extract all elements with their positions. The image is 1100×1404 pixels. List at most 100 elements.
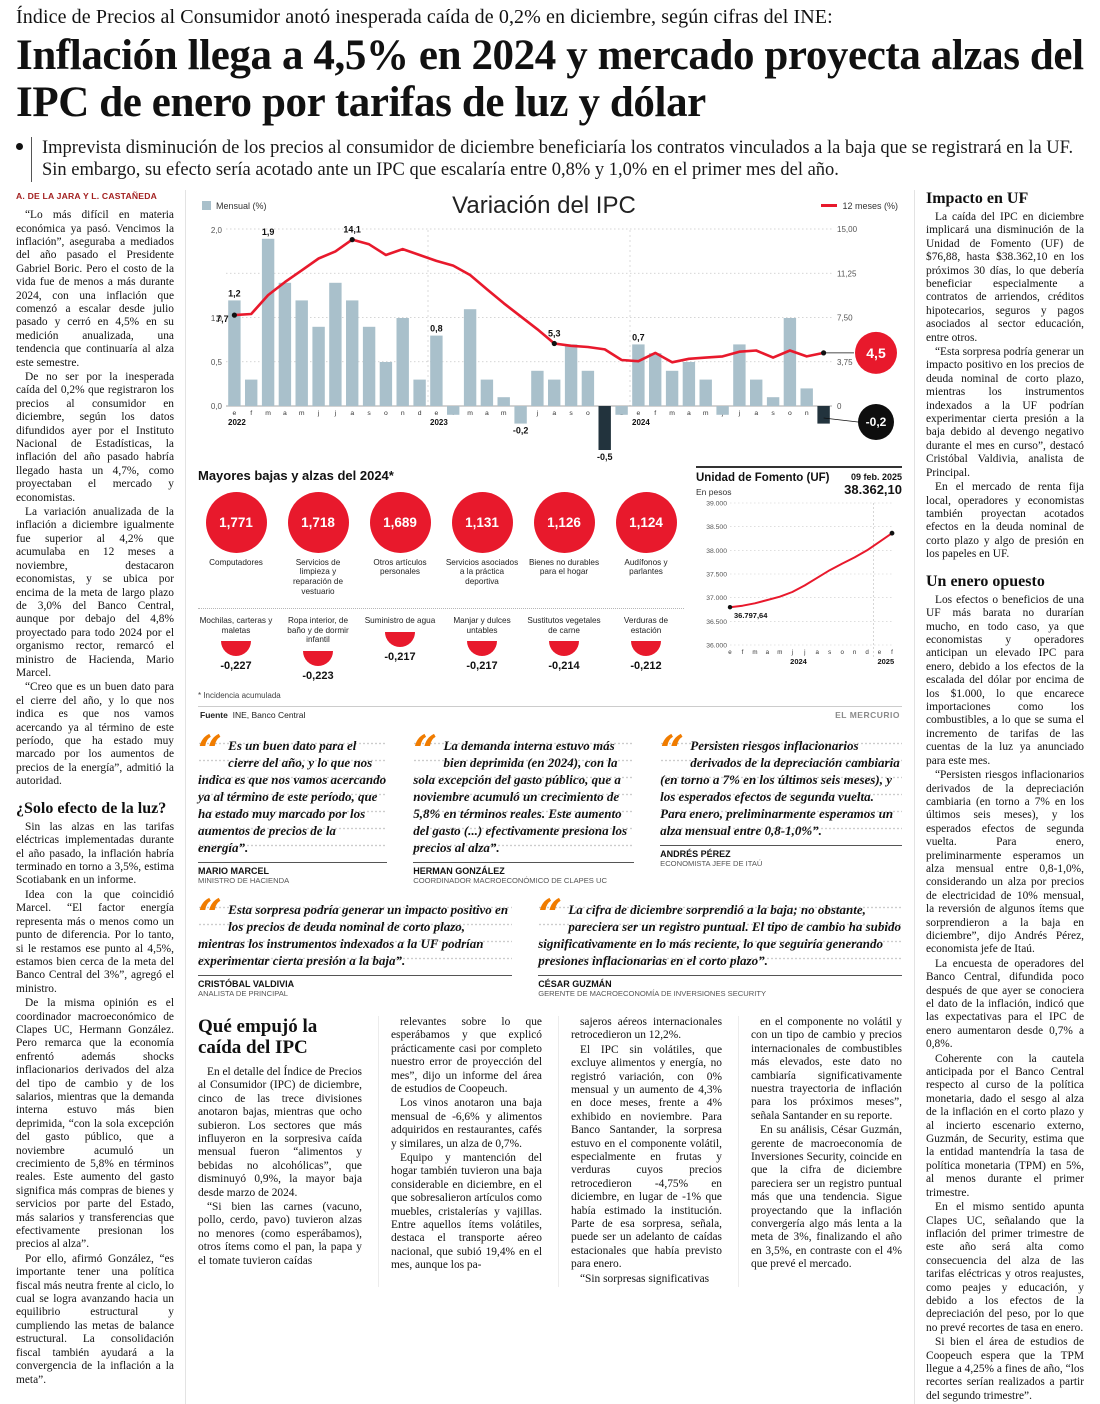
paragraph: De la misma opinión es el coordinador ma… [16, 997, 174, 1251]
paragraph: El IPC sin volátiles, que excluye alimen… [571, 1043, 722, 1271]
paragraph: Los efectos o beneficios de una UF más b… [926, 593, 1084, 767]
baja-item: Suministro de agua -0,217 [362, 616, 438, 682]
bottom-col-1-text: En el detalle del Índice de Precios al C… [198, 1066, 362, 1268]
svg-text:1,2: 1,2 [228, 288, 241, 298]
uf-subtitle: En pesos [696, 486, 732, 497]
source-value: INE, Banco Central [232, 709, 306, 720]
svg-text:j: j [738, 410, 741, 417]
paragraph: En su análisis, César Guzmán, gerente de… [751, 1124, 902, 1271]
svg-text:-0,2: -0,2 [513, 425, 529, 435]
quote-body: La cifra de diciembre sorprendió a la ba… [538, 901, 901, 968]
paragraph: De no ser por la inesperada caída del 0,… [16, 371, 174, 504]
quote-author: ANDRÉS PÉREZ [660, 848, 731, 859]
svg-text:0,8: 0,8 [430, 323, 443, 333]
svg-text:f: f [742, 649, 744, 656]
baja-semicircle-icon [549, 641, 579, 657]
paragraph: Por ello, afirmó González, “es important… [16, 1252, 174, 1386]
quote-author: CÉSAR GUZMÁN [538, 978, 612, 989]
svg-text:n: n [853, 649, 857, 656]
baja-value: -0,223 [302, 669, 334, 682]
baja-semicircle-icon [385, 631, 415, 647]
legend-12meses: 12 meses (%) [821, 201, 898, 211]
svg-text:f: f [250, 410, 252, 417]
baja-item: Mochilas, carteras y maletas -0,227 [198, 616, 274, 682]
paragraph: en el componente no volátil y con un tip… [751, 1015, 902, 1122]
svg-text:s: s [367, 410, 371, 417]
baja-label: Mochilas, carteras y maletas [199, 616, 273, 635]
bottom-col-3: sajeros aéreos internacionales retrocedi… [558, 1015, 722, 1287]
pull-quote-valdivia: “Esta sorpresa podría generar un impacto… [198, 889, 513, 998]
svg-text:n: n [401, 410, 405, 417]
quote-author-role: ANALISTA DE PRINCIPAL [198, 988, 289, 998]
svg-text:39.000: 39.000 [706, 500, 727, 507]
subhead-impacto-uf: Impacto en UF [926, 189, 1029, 207]
quote-separator [198, 974, 513, 976]
svg-text:2025: 2025 [877, 657, 894, 666]
svg-text:0: 0 [837, 402, 842, 411]
svg-text:e: e [435, 410, 439, 417]
baja-value: -0,217 [384, 650, 416, 663]
paragraph: En el mercado de renta fija local, opera… [926, 481, 1084, 561]
alza-item: 1,124 Audífonos y parlantes [608, 491, 684, 596]
paragraph: sajeros aéreos internacionales retrocedi… [571, 1015, 722, 1042]
svg-text:e: e [233, 410, 237, 417]
ipc-chart-header: Mensual (%) Variación del IPC 12 meses (… [198, 190, 902, 220]
svg-text:o: o [384, 410, 388, 417]
bottom-col-1: Qué empujó la caída del IPC En el detall… [198, 1016, 362, 1287]
pull-quote-guzman: “La cifra de diciembre sorprendió a la b… [538, 889, 902, 998]
quote-separator [413, 861, 635, 863]
alza-value-circle: 1,771 [205, 491, 267, 553]
svg-text:o: o [788, 410, 792, 417]
uf-title: Unidad de Fomento (UF) [696, 471, 830, 484]
svg-text:5,3: 5,3 [548, 328, 561, 338]
baja-value: -0,227 [220, 660, 252, 673]
paragraph: Sin las alzas en las tarifas eléctricas … [16, 820, 174, 887]
quote-body: Es un buen dato para el cierre del año, … [198, 737, 387, 855]
quote-icon: “ [198, 889, 223, 939]
alza-item: 1,718 Servicios de limpieza y reparación… [280, 491, 356, 596]
svg-text:14,1: 14,1 [343, 224, 361, 234]
svg-text:m: m [501, 410, 507, 417]
svg-text:j: j [317, 410, 320, 417]
svg-text:o: o [840, 649, 844, 656]
legend-12meses-label: 12 meses (%) [842, 200, 898, 211]
baja-item: Manjar y dulces untables -0,217 [444, 616, 520, 682]
svg-text:d: d [418, 410, 422, 417]
svg-text:1,0: 1,0 [211, 314, 223, 323]
legend-mensual: Mensual (%) [202, 201, 267, 211]
uf-chart-box: Unidad de Fomento (UF) En pesos 09 feb. … [696, 465, 902, 700]
baja-label: Verduras de estación [623, 616, 669, 635]
baja-label: Ropa interior, de baño y de dormir infan… [287, 616, 349, 645]
source-row: Fuente INE, Banco Central EL MERCURIO [198, 705, 902, 723]
alza-value-circle: 1,718 [287, 491, 349, 553]
svg-text:f: f [891, 649, 893, 656]
source: Fuente INE, Banco Central [200, 710, 305, 720]
graphic-bottom: Mayores bajas y alzas del 2024* 1,771 Co… [198, 465, 902, 700]
baja-label: Manjar y dulces untables [453, 616, 511, 635]
kicker: Índice de Precios al Consumidor anotó in… [16, 6, 833, 28]
alza-item: 1,771 Computadores [198, 491, 274, 596]
svg-text:a: a [766, 649, 770, 656]
svg-text:j: j [791, 649, 793, 656]
legend-mensual-label: Mensual (%) [216, 200, 267, 211]
svg-text:1,9: 1,9 [262, 227, 275, 237]
right-paragraphs-2: Los efectos o beneficios de una UF más b… [926, 594, 1084, 1403]
alza-label: Servicios asociados a la práctica deport… [445, 557, 519, 586]
svg-text:e: e [878, 649, 882, 656]
bullet-icon [16, 142, 23, 150]
uf-date-label: 09 feb. 2025 [850, 471, 902, 482]
alza-value-circle: 1,131 [451, 491, 513, 553]
baja-item: Ropa interior, de baño y de dormir infan… [280, 616, 356, 682]
quote-body: Persisten riesgos inflacionarios derivad… [660, 737, 900, 838]
alza-label: Bienes no durables para el hogar [528, 557, 600, 577]
svg-text:0,0: 0,0 [211, 402, 223, 411]
quote-body: La demanda interna estuvo más bien depri… [413, 737, 628, 855]
quote-icon: “ [538, 889, 563, 939]
paragraph: La caída del IPC en diciembre implicará … [926, 210, 1084, 344]
paragraph: En el mismo sentido apunta Clapes UC, se… [926, 1201, 1084, 1334]
paragraph: relevantes sobre lo que esperábamos y qu… [391, 1015, 542, 1095]
uf-value-label: 38.362,10 [844, 481, 902, 497]
subhead-enero-opuesto: Un enero opuesto [926, 572, 1045, 590]
svg-text:7,7: 7,7 [216, 314, 229, 324]
paragraph: Los vinos anotaron una baja mensual de -… [391, 1097, 542, 1150]
